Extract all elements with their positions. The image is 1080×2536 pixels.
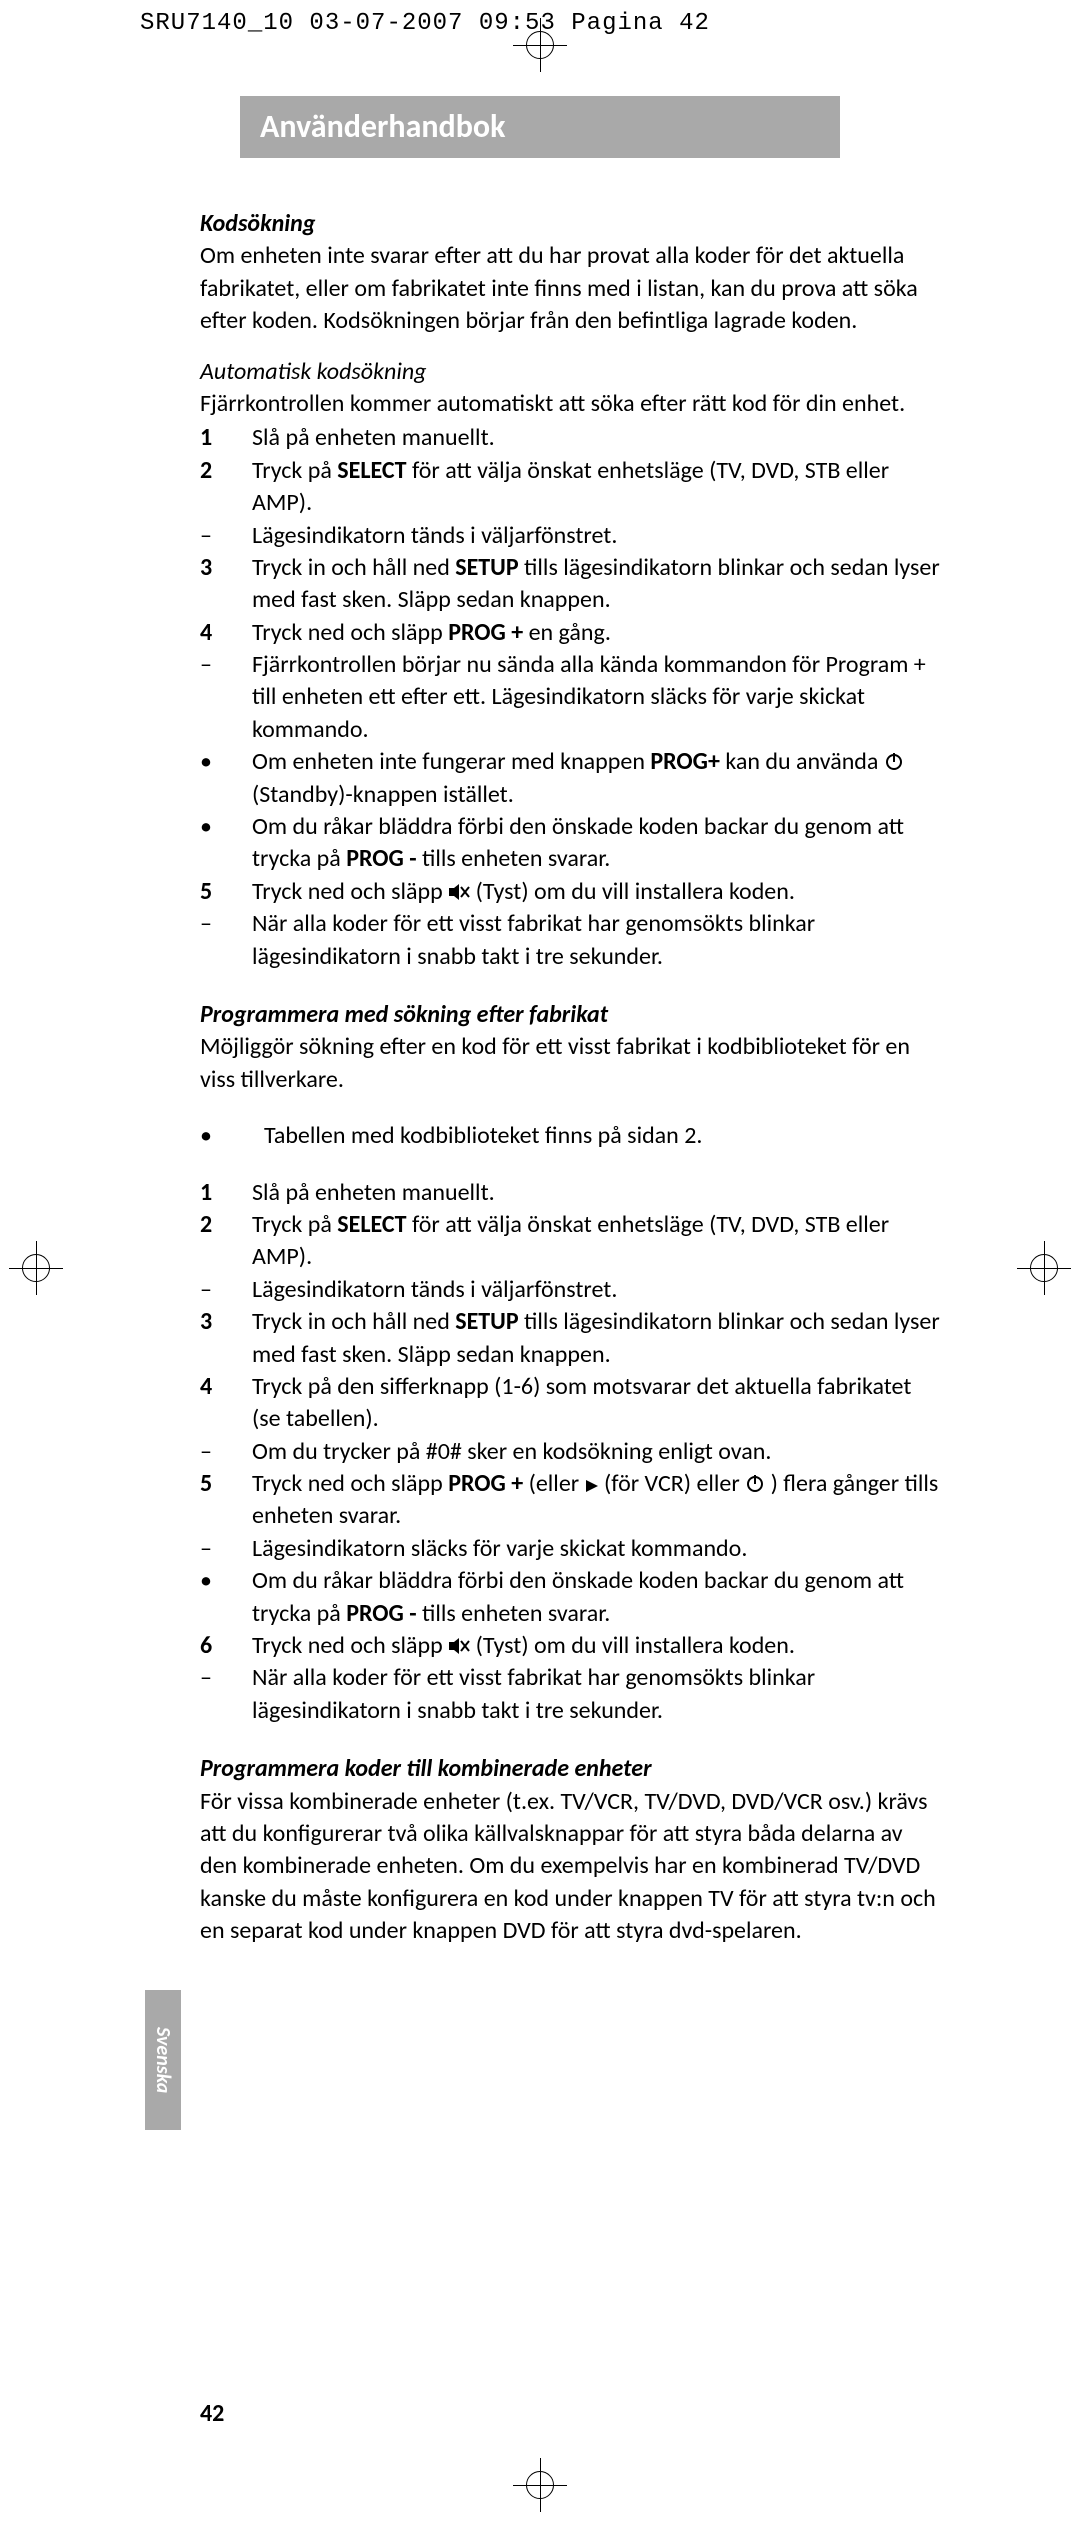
list-dash: – [200,1662,236,1727]
language-tab: Svenska [145,1990,181,2130]
crop-mark-right [1017,1241,1071,1295]
list-bullet: • [200,1120,236,1152]
section2-list: 1 Slå på enheten manuellt. 2Tryck på SELE… [200,422,940,973]
mute-icon [448,1637,470,1655]
list-item: Om du råkar bläddra förbi den önskade ko… [252,1565,940,1630]
page-content: Kodsökning Om enheten inte svarar efter … [200,190,940,1948]
section3-para: Möjliggör sökning efter en kod för ett v… [200,1031,940,1096]
power-icon [745,1473,765,1493]
list-item: Tryck in och håll ned SETUP tills lägesi… [252,552,940,617]
page-title-bar: Använderhandbok [240,96,840,158]
list-dash: – [200,649,236,746]
section3-bullet-list: • Tabellen med kodbiblioteket finns på si… [200,1120,940,1152]
page-number: 42 [200,2399,224,2428]
list-bullet: • [200,811,236,876]
list-item: Slå på enheten manuellt. [252,422,940,454]
print-header: SRU7140_10 03-07-2007 09:53 Pagina 42 [140,10,710,37]
list-num: 4 [200,617,236,649]
list-item: Om du trycker på #0# sker en kodsökning … [252,1436,940,1468]
list-item: När alla koder för ett visst fabrikat ha… [252,1662,940,1727]
list-item: Tabellen med kodbiblioteket finns på sid… [252,1120,940,1152]
list-num: 3 [200,552,236,617]
list-bullet: • [200,746,236,811]
section3-heading: Programmera med sökning efter fabrikat [200,999,940,1031]
list-item: Slå på enheten manuellt. [252,1177,940,1209]
list-item: Fjärrkontrollen börjar nu sända alla kän… [252,649,940,746]
crop-mark-bottom [513,2458,567,2512]
list-item: Tryck på SELECT för att välja önskat enh… [252,455,940,520]
list-num: 1 [200,1177,236,1209]
list-item: Lägesindikatorn tänds i väljarfönstret. [252,520,940,552]
list-bullet: • [200,1565,236,1630]
list-item: Tryck ned och släpp (Tyst) om du vill in… [252,876,940,908]
section2-heading: Automatisk kodsökning [200,356,940,388]
list-num: 3 [200,1306,236,1371]
power-icon [884,751,904,771]
mute-icon [448,883,470,901]
list-item: Tryck ned och släpp PROG + (eller (för V… [252,1468,940,1533]
list-item: Lägesindikatorn släcks för varje skickat… [252,1533,940,1565]
list-num: 5 [200,876,236,908]
list-item: Lägesindikatorn tänds i väljarfönstret. [252,1274,940,1306]
list-num: 4 [200,1371,236,1436]
list-dash: – [200,1533,236,1565]
crop-mark-left [9,1241,63,1295]
crop-mark-top [513,18,567,72]
list-item: När alla koder för ett visst fabrikat ha… [252,908,940,973]
list-num: 6 [200,1630,236,1662]
list-num: 2 [200,455,236,520]
list-item: Om du råkar bläddra förbi den önskade ko… [252,811,940,876]
list-num: 1 [200,422,236,454]
list-dash: – [200,520,236,552]
section2-para: Fjärrkontrollen kommer automatiskt att s… [200,388,940,420]
list-dash: – [200,1436,236,1468]
list-item: Tryck på SELECT för att välja önskat enh… [252,1209,940,1274]
list-item: Om enheten inte fungerar med knappen PRO… [252,746,940,811]
section1-heading: Kodsökning [200,208,940,240]
list-item: Tryck ned och släpp PROG + en gång. [252,617,940,649]
section4-heading: Programmera koder till kombinerade enhet… [200,1753,940,1785]
list-num: 5 [200,1468,236,1533]
play-icon [585,1479,599,1493]
list-dash: – [200,908,236,973]
section4-para: För vissa kombinerade enheter (t.ex. TV/… [200,1786,940,1948]
section3-list: 1 Slå på enheten manuellt. 2Tryck på SELE… [200,1177,940,1728]
list-dash: – [200,1274,236,1306]
section1-para: Om enheten inte svarar efter att du har … [200,240,940,337]
list-item: Tryck på den sifferknapp (1-6) som motsv… [252,1371,940,1436]
list-item: Tryck in och håll ned SETUP tills lägesi… [252,1306,940,1371]
list-num: 2 [200,1209,236,1274]
list-item: Tryck ned och släpp (Tyst) om du vill in… [252,1630,940,1662]
